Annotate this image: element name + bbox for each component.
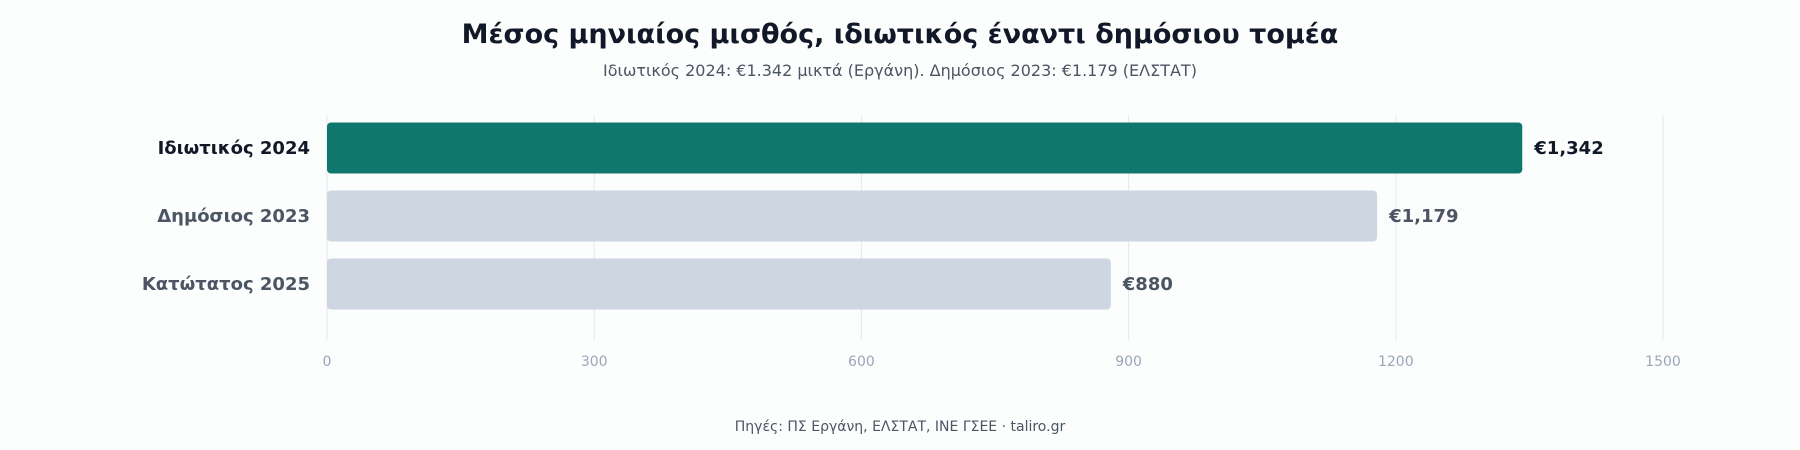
x-tick-label: 0 bbox=[323, 354, 332, 370]
category-label: Δημόσιος 2023 bbox=[157, 206, 310, 227]
chart-title: Μέσος μηνιαίος μισθός, ιδιωτικός έναντι … bbox=[462, 19, 1339, 50]
chart-subtitle: Ιδιωτικός 2024: €1.342 μικτά (Εργάνη). Δ… bbox=[603, 61, 1197, 80]
x-axis-ticks: 0 300 600 900 1200 1500 bbox=[323, 354, 1681, 370]
x-tick-label: 1500 bbox=[1645, 354, 1681, 370]
x-tick-label: 1200 bbox=[1378, 354, 1414, 370]
value-label: €1,179 bbox=[1388, 206, 1458, 227]
x-tick-label: 900 bbox=[1115, 354, 1142, 370]
bars: Ιδιωτικός 2024 €1,342 Δημόσιος 2023 €1,179 Κ… bbox=[142, 122, 1604, 310]
bar bbox=[327, 122, 1523, 174]
value-label: €880 bbox=[1122, 274, 1173, 295]
bar bbox=[327, 258, 1111, 310]
category-label: Κατώτατος 2025 bbox=[142, 274, 310, 295]
source-note: Πηγές: ΠΣ Εργάνη, ΕΛΣΤΑΤ, ΙΝΕ ΓΣΕΕ · tal… bbox=[735, 419, 1066, 435]
x-tick-label: 600 bbox=[848, 354, 875, 370]
x-tick-label: 300 bbox=[581, 354, 608, 370]
value-label: €1,342 bbox=[1533, 138, 1603, 159]
bar bbox=[327, 190, 1378, 242]
category-label: Ιδιωτικός 2024 bbox=[158, 138, 310, 159]
